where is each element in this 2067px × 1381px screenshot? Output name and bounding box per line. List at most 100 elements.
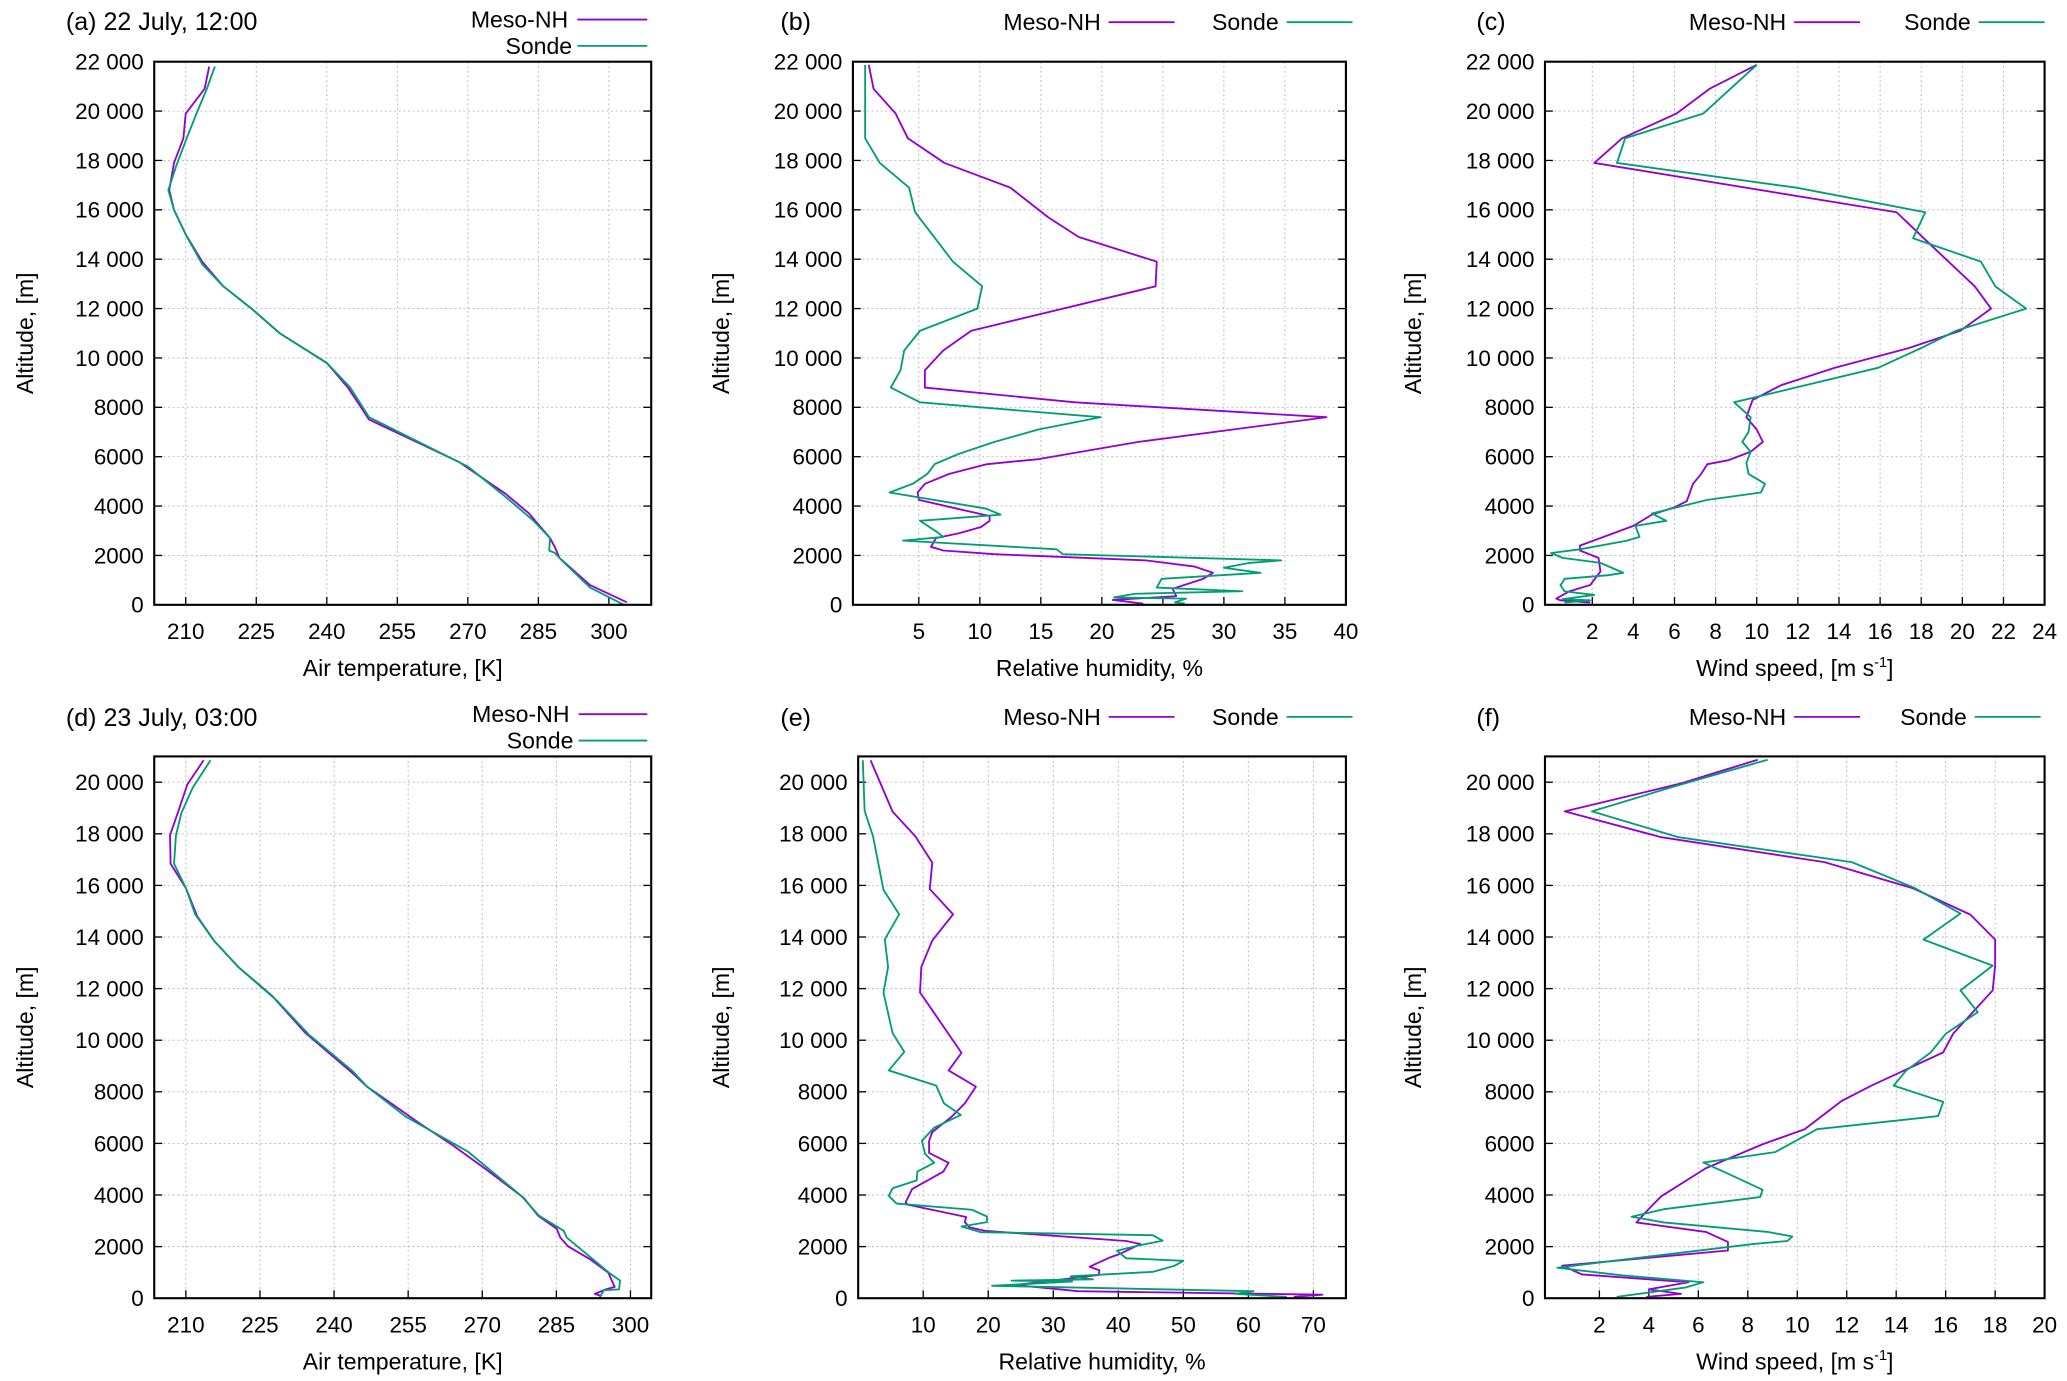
y-tick-label: 0 [835, 1286, 847, 1311]
legend-label-sonde: Sonde [507, 728, 574, 754]
panel-c: 2 4 6 8 10 12 14 16 18 20 22 240200040006000800010 … [1400, 8, 2057, 681]
y-tick-label: 12 000 [75, 296, 144, 321]
x-axis-label-superscript: -1 [1874, 655, 1887, 671]
y-axis-label: Altitude, [m] [12, 966, 38, 1088]
x-tick-label: 40 [1333, 619, 1358, 644]
y-tick-label: 4000 [1485, 1183, 1535, 1208]
x-tick-label: 210 [167, 619, 204, 644]
x-tick-label: 30 [1211, 619, 1236, 644]
legend-label-meso-nh: Meso-NH [1689, 704, 1786, 730]
x-tick-label: 6 [1668, 619, 1680, 644]
x-tick-label: 12 [1785, 619, 1810, 644]
x-tick-label: 2 [1593, 1312, 1605, 1337]
series-line-sonde [1550, 64, 2028, 604]
legend-label-meso-nh: Meso-NH [1003, 9, 1100, 35]
legend-label-sonde: Sonde [1904, 9, 1971, 35]
x-tick-label: 8 [1742, 1312, 1754, 1337]
y-tick-label: 8000 [798, 1080, 848, 1105]
y-tick-label: 12 000 [1466, 296, 1535, 321]
x-tick-label: 18 [1983, 1312, 2008, 1337]
panel-a: 210 225 240 255 270 285 300 0 2000 4000 6000 8000 10… [12, 6, 653, 681]
y-tick-label: 6000 [792, 445, 842, 470]
series-line-meso-nh [867, 64, 1328, 605]
x-tick-label: 22 [1991, 619, 2016, 644]
y-tick-label: 14 000 [774, 247, 843, 272]
x-axis-label: Relative humidity, % [996, 655, 1203, 681]
y-tick-label: 14 000 [75, 925, 144, 950]
x-tick-label: 16 [1933, 1312, 1958, 1337]
x-tick-label: 10 [1785, 1312, 1810, 1337]
x-axis-label-text: Wind speed, [m s [1696, 655, 1874, 681]
plot-frame [857, 755, 1347, 1300]
x-tick-label: 14 [1884, 1312, 1909, 1337]
legend-label-meso-nh: Meso-NH [1003, 704, 1100, 730]
x-tick-label: 285 [520, 619, 557, 644]
panel-title: (e) [780, 704, 811, 732]
y-tick-label: 18 000 [779, 822, 848, 847]
x-axis-label-end: ] [1887, 1348, 1893, 1374]
y-tick-label: 14 000 [75, 247, 144, 272]
x-axis-label-text: Air temperature, [K] [303, 655, 503, 681]
y-tick-label: 6000 [94, 445, 144, 470]
x-tick-label: 20 [976, 1312, 1001, 1337]
x-tick-label: 35 [1272, 619, 1297, 644]
series-line-meso-nh [169, 759, 616, 1297]
x-axis-label-text: Relative humidity, % [999, 1348, 1206, 1374]
y-tick-label: 10 000 [1466, 1028, 1535, 1053]
plot-frame [153, 755, 653, 1300]
y-tick-label: 20 000 [774, 99, 843, 124]
x-axis-label: Air temperature, [K] [303, 1348, 503, 1374]
y-axis-label: Altitude, [m] [708, 272, 734, 394]
y-tick-label: 4000 [1485, 494, 1535, 519]
y-tick-label: 16 000 [75, 873, 144, 898]
x-tick-label: 10 [1744, 619, 1769, 644]
x-axis-label: Wind speed, [m s-1] [1696, 655, 1893, 681]
panel-f: 2 4 6 8 10 12 14 16 18 20 0 2000 4000 6000 8000 10 000 1… [1400, 704, 2057, 1375]
x-tick-label: 18 [1909, 619, 1934, 644]
x-tick-label: 240 [315, 1312, 352, 1337]
x-tick-label: 4 [1627, 619, 1639, 644]
x-tick-label: 270 [449, 619, 486, 644]
x-tick-label: 10 [967, 619, 992, 644]
y-tick-label: 20 000 [1466, 99, 1535, 124]
y-tick-label: 22 000 [1466, 50, 1535, 75]
y-tick-label: 14 000 [779, 925, 848, 950]
y-tick-label: 20 000 [75, 99, 144, 124]
y-tick-label: 20 000 [75, 770, 144, 795]
y-tick-label: 2000 [1485, 543, 1535, 568]
x-axis-label: Air temperature, [K] [303, 655, 503, 681]
y-tick-label: 8000 [1485, 395, 1535, 420]
series-line-sonde [864, 64, 1283, 605]
y-tick-label: 0 [830, 593, 842, 618]
x-tick-label: 5 [913, 619, 925, 644]
x-tick-label: 24 [2032, 619, 2057, 644]
y-tick-label: 6000 [1485, 1131, 1535, 1156]
x-tick-label: 30 [1041, 1312, 1066, 1337]
y-tick-label: 2000 [94, 543, 144, 568]
x-tick-label: 300 [590, 619, 627, 644]
plot-frame [1543, 755, 2046, 1300]
x-tick-label: 70 [1301, 1312, 1326, 1337]
y-tick-label: 8000 [94, 395, 144, 420]
x-tick-label: 2 [1586, 619, 1598, 644]
panel-b: 5 10 15 20 25 30 35 40 0 2000 4000 6000 8000 10 000 12… [708, 8, 1358, 681]
y-tick-label: 16 000 [1466, 198, 1535, 223]
y-tick-label: 4000 [792, 494, 842, 519]
x-tick-label: 240 [308, 619, 345, 644]
y-tick-label: 14 000 [1466, 925, 1535, 950]
y-tick-label: 16 000 [774, 198, 843, 223]
legend: Meso-NH Sonde [1003, 9, 1353, 35]
y-tick-label: 2000 [798, 1235, 848, 1260]
panel-title: (a) 22 July, 12:00 [66, 8, 258, 36]
y-tick-label: 8000 [94, 1080, 144, 1105]
x-tick-label: 225 [241, 1312, 278, 1337]
y-tick-label: 18 000 [1466, 148, 1535, 173]
y-tick-label: 10 000 [75, 346, 144, 371]
x-axis-label: Relative humidity, % [999, 1348, 1206, 1374]
x-tick-label: 6 [1692, 1312, 1704, 1337]
y-tick-label: 8000 [792, 395, 842, 420]
x-tick-label: 8 [1709, 619, 1721, 644]
y-tick-label: 6000 [94, 1131, 144, 1156]
x-tick-label: 270 [464, 1312, 501, 1337]
legend-label-sonde: Sonde [1900, 704, 1967, 730]
